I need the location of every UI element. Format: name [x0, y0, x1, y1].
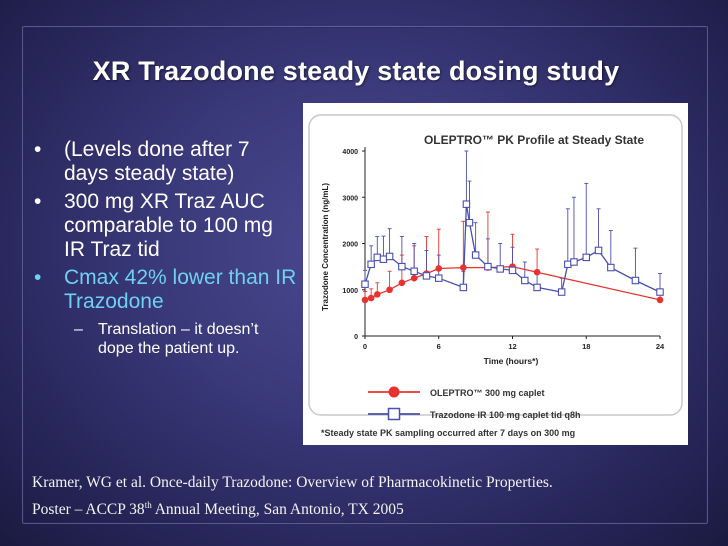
x-axis-label: Time (hours*): [484, 356, 539, 366]
sub-bullet: – Translation – it doesn’t dope the pati…: [28, 320, 298, 358]
legend-marker-oleptro: [388, 386, 400, 398]
point-oleptro: [460, 264, 467, 271]
slide-frame: [22, 26, 708, 524]
bullet-item: • (Levels done after 7 days steady state…: [28, 138, 298, 186]
point-ir: [459, 283, 468, 292]
legend-marker-ir: [387, 407, 401, 421]
point-oleptro: [533, 268, 541, 276]
bullet-item: • 300 mg XR Traz AUC comparable to 100 m…: [28, 190, 298, 262]
point-oleptro: [410, 274, 418, 282]
citation-line-2-start: Poster – ACCP 38: [32, 501, 145, 519]
legend-label-ir: Trazodone IR 100 mg caplet tid q8h: [430, 410, 581, 420]
point-oleptro: [367, 294, 375, 302]
legend-label-oleptro: OLEPTRO™ 300 mg caplet: [430, 388, 545, 398]
x-tick-label: 24: [656, 342, 665, 351]
point-oleptro: [386, 286, 393, 294]
bullet-dot: •: [34, 190, 42, 213]
y-tick-label: 4000: [342, 149, 358, 156]
slide-title: XR Trazodone steady state dosing study: [92, 56, 620, 86]
point-ir: [422, 272, 431, 280]
point-ir: [607, 263, 615, 272]
point-ir: [656, 288, 664, 296]
point-ir: [564, 260, 572, 269]
point-oleptro: [656, 296, 664, 304]
bullet-dot: •: [34, 266, 42, 289]
citation-line-2-end: Annual Meeting, San Antonio, TX 2005: [151, 501, 404, 519]
citation-line-2: Poster – ACCP 38th Annual Meeting, San A…: [32, 494, 692, 521]
point-ir: [385, 252, 394, 261]
point-ir: [594, 246, 603, 255]
bullet-text: Cmax 42% lower than IR Trazodone: [64, 266, 297, 313]
x-tick-label: 6: [437, 342, 441, 351]
chart-footnote: *Steady state PK sampling occurred after…: [321, 428, 575, 438]
citation-line-1: Kramer, WG et al. Once-daily Trazodone: …: [32, 474, 553, 491]
citation: Kramer, WG et al. Once-daily Trazodone: …: [32, 472, 692, 521]
bullet-text: 300 mg XR Traz AUC comparable to 100 mg …: [64, 190, 273, 261]
bullet-item-highlight: • Cmax 42% lower than IR Trazodone: [28, 266, 298, 314]
point-ir: [557, 288, 566, 296]
y-tick-label: 0: [354, 334, 358, 341]
legend: OLEPTRO™ 300 mg caplet Trazodone IR 100 …: [368, 386, 581, 421]
point-ir: [373, 253, 382, 262]
point-ir: [521, 276, 529, 285]
point-oleptro: [398, 279, 406, 287]
y-axis-label: Trazodone Concentration (ng/mL): [321, 183, 330, 311]
chart-panel: OLEPTRO™ PK Profile at Steady State Traz…: [303, 103, 688, 445]
point-oleptro: [373, 291, 381, 298]
point-ir: [398, 262, 406, 271]
error-bars: [363, 150, 662, 300]
point-ir: [367, 260, 375, 269]
bullet-text: (Levels done after 7 days steady state): [64, 138, 250, 185]
point-ir: [496, 265, 504, 273]
point-ir: [361, 280, 369, 288]
point-oleptro: [435, 265, 443, 272]
x-tick-label: 18: [582, 342, 590, 351]
series-markers: [361, 200, 664, 304]
y-tick-label: 1000: [342, 288, 358, 295]
sub-bullet-text: Translation – it doesn’t dope the patien…: [98, 321, 259, 357]
point-ir: [508, 266, 517, 275]
point-ir: [471, 251, 480, 259]
citation-superscript: th: [144, 500, 152, 510]
point-ir: [435, 274, 443, 282]
point-ir: [570, 258, 578, 266]
y-tick-label: 2000: [342, 242, 358, 249]
point-ir: [484, 262, 492, 271]
point-ir: [410, 267, 418, 276]
point-ir: [582, 253, 590, 262]
bullet-dot: •: [34, 138, 42, 161]
bullet-list: • (Levels done after 7 days steady state…: [28, 138, 298, 358]
y-tick-label: 3000: [342, 195, 358, 202]
chart-inner-frame: [308, 114, 683, 416]
x-tick-label: 0: [363, 342, 367, 351]
axes: 0 1000 2000 3000 4000 0 6 12 18 24: [342, 147, 665, 351]
point-ir: [379, 255, 388, 263]
point-ir: [465, 218, 474, 227]
pk-chart: OLEPTRO™ PK Profile at Steady State Traz…: [308, 114, 683, 438]
x-tick-label: 12: [508, 342, 516, 351]
point-oleptro: [361, 296, 369, 304]
sub-bullet-dash: –: [74, 321, 83, 338]
chart-title: OLEPTRO™ PK Profile at Steady State: [424, 133, 644, 147]
point-ir: [631, 276, 640, 285]
point-ir: [462, 200, 471, 208]
point-ir: [533, 283, 541, 292]
